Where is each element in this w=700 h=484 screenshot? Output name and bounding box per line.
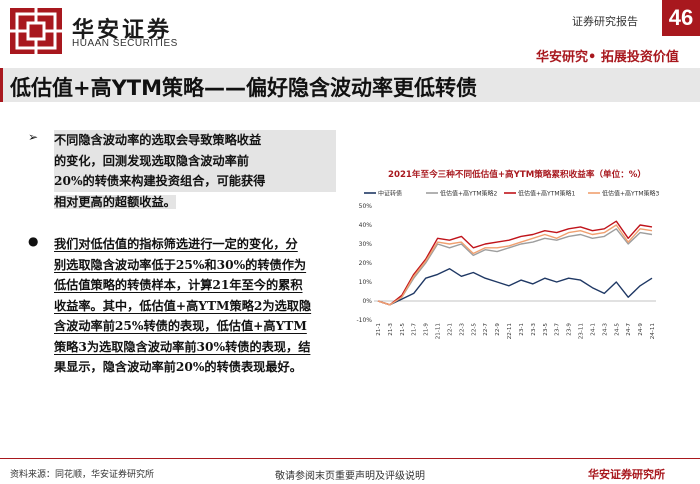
series-line (377, 267, 653, 306)
x-tick-label: 21-5 (400, 323, 406, 336)
bullet-2-line: 收益率。其中，低估值+高YTM策略2为选取隐 (54, 298, 312, 313)
legend-label: 中证转债 (378, 190, 402, 198)
bullet-1-line: 相对更高的超额收益。 (54, 194, 176, 209)
x-tick-label: 24-1 (590, 323, 596, 336)
x-tick-label: 24-7 (626, 323, 632, 336)
bullet-2-text: 我们对低估值的指标筛选进行一定的变化，分 别选取隐含波动率低于25%和30%的转… (54, 234, 324, 378)
bullet-2-line: 含波动率前25%转债的表现，低估值+高YTM (54, 319, 307, 333)
bullet-1-line: 不同隐含波动率的选取会导致策略收益 (54, 130, 336, 151)
x-tick-label: 24-5 (614, 323, 620, 336)
chart-title: 2021年至今三种不同低估值+高YTM策略累积收益率（单位：%） (387, 170, 647, 180)
bullet-2-line: 我们对低估值的指标筛选进行一定的变化，分 (54, 237, 298, 251)
slogan: 华安研究• 拓展投资价值 (536, 50, 679, 65)
x-tick-label: 22-5 (471, 323, 477, 336)
x-tick-label: 23-11 (579, 323, 585, 340)
x-tick-label: 21-9 (424, 323, 430, 336)
x-tick-label: 21-7 (412, 323, 418, 336)
bullet-2-line: 果显示，隐含波动率前20%的转债表现最好。 (54, 360, 302, 374)
x-tick-label: 21-11 (436, 323, 442, 340)
x-tick-label: 22-7 (483, 323, 489, 336)
slide-title: 低估值+高YTM策略——偏好隐含波动率更低转债 (10, 76, 478, 100)
x-tick-label: 23-1 (519, 323, 525, 336)
data-source: 资料来源：同花顺，华安证券研究所 (10, 470, 155, 480)
x-tick-label: 23-3 (531, 323, 537, 336)
legend-label: 低估值+高YTM策略2 (440, 190, 498, 198)
y-tick-label: -10% (356, 317, 372, 324)
title-accent (0, 68, 3, 102)
bullet-1-line: 的变化，回测发现选取隐含波动率前 (54, 150, 336, 171)
x-tick-label: 23-5 (543, 323, 549, 336)
y-tick-label: 40% (359, 222, 373, 229)
arrow-bullet-icon: ➢ (28, 130, 39, 144)
x-tick-label: 24-3 (602, 323, 608, 336)
bullet-2-line: 低估值策略的转债样本，计算21年至今的累积 (54, 278, 303, 292)
series-line (377, 224, 653, 306)
x-tick-label: 22-3 (459, 323, 465, 336)
legend-label: 低估值+高YTM策略1 (518, 190, 576, 198)
logo-chinese-name: 华安证券 (72, 17, 173, 43)
title-bar (0, 68, 700, 102)
series-line (377, 220, 653, 306)
y-tick-label: 10% (359, 279, 373, 286)
x-tick-label: 21-3 (388, 323, 394, 336)
x-tick-label: 23-7 (555, 323, 561, 336)
footer-brand: 华安证券研究所 (588, 468, 665, 481)
x-tick-label: 23-9 (567, 323, 573, 336)
footer-divider (0, 458, 700, 459)
bullet-1-line: 20%的转债来构建投资组合，可能获得 (54, 171, 336, 192)
y-tick-label: 0% (362, 298, 372, 305)
bullet-2-line: 别选取隐含波动率低于25%和30%的转债作为 (54, 257, 307, 272)
cumulative-return-chart: 中证转债 低估值+高YTM策略2 低估值+高YTM策略1 低估值+高YTM策略3 -10… (356, 190, 660, 340)
huaan-logo-icon (10, 8, 62, 54)
bullet-1-text: 不同隐含波动率的选取会导致策略收益 的变化，回测发现选取隐含波动率前 20%的转… (54, 130, 336, 212)
x-tick-label: 22-1 (447, 323, 453, 336)
x-tick-label: 22-9 (495, 323, 501, 336)
report-type-label: 证券研究报告 (572, 15, 638, 28)
page-number-badge: 46 (662, 0, 700, 36)
x-tick-label: 24-9 (638, 323, 644, 336)
x-tick-label: 22-11 (507, 323, 513, 340)
y-tick-label: 20% (359, 260, 373, 267)
bullet-2-line: 策略3为选取隐含波动率前30%转债的表现，结 (54, 339, 311, 354)
dot-bullet-icon: ● (28, 234, 39, 248)
x-tick-label: 21-1 (376, 323, 382, 336)
series-line (377, 228, 653, 306)
logo-english-name: HUAAN SECURITIES (72, 38, 178, 49)
x-tick-label: 24-11 (650, 323, 656, 340)
legend-label: 低估值+高YTM策略3 (602, 190, 660, 198)
y-tick-label: 50% (359, 203, 373, 210)
disclaimer: 敬请参阅末页重要声明及评级说明 (275, 471, 425, 482)
y-tick-label: 30% (359, 241, 373, 248)
